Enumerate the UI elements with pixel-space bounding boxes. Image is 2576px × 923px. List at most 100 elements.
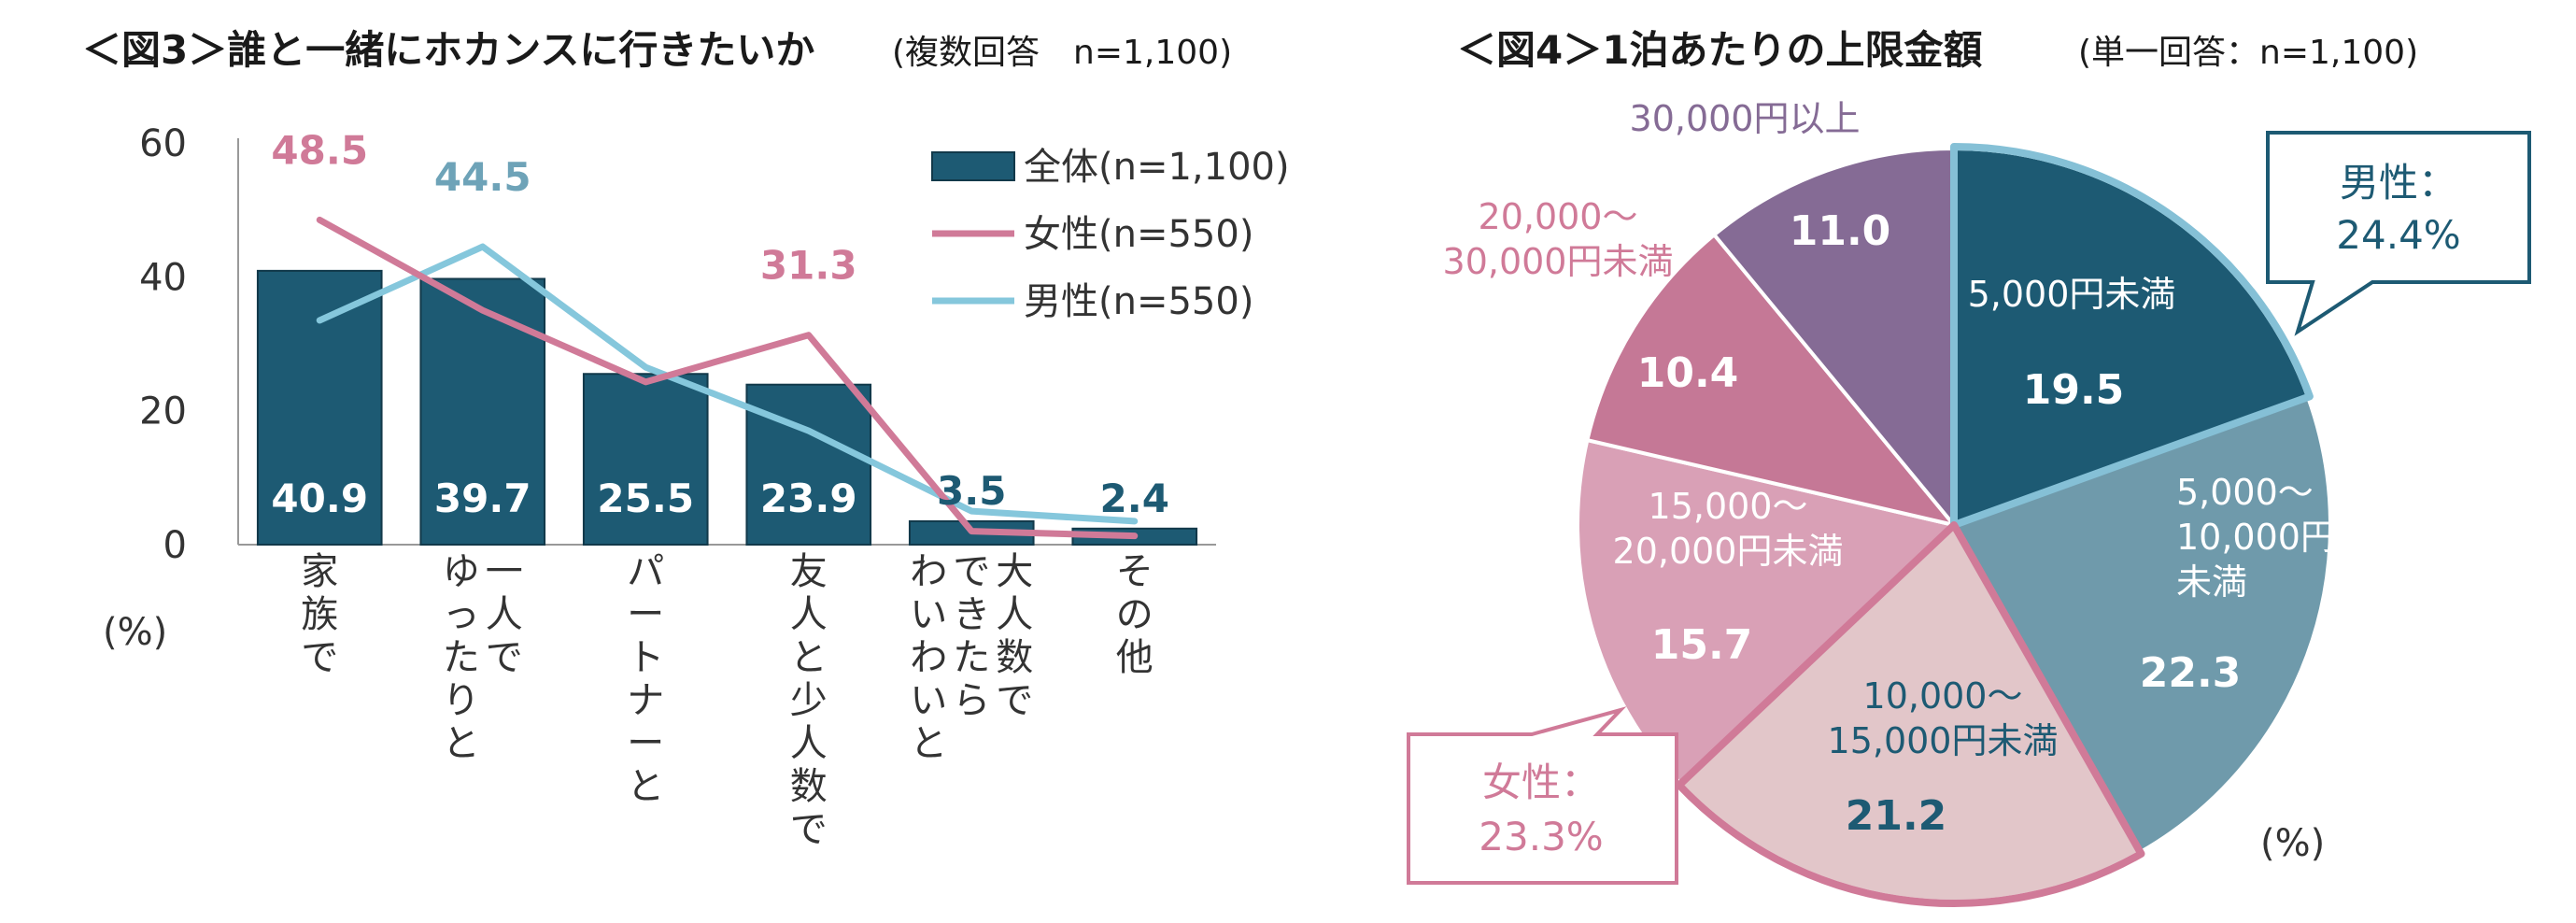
category-char: い: [910, 679, 947, 722]
callout-male-value: 24.4%: [2336, 212, 2460, 258]
category-char: で: [486, 636, 523, 679]
category-char: ー: [627, 722, 664, 765]
bar: [256, 269, 383, 546]
pie-value-label: 11.0: [1790, 207, 1891, 255]
category-char: そ: [1116, 550, 1154, 593]
category-char: と: [627, 765, 664, 808]
fig3-chart: 0 20 40 60 40.9 39.7 25.5 23.9 3.5 2.4 48.5 31.3 44.…: [139, 122, 1216, 851]
fig3-unit: (%): [103, 611, 167, 654]
category-char: 一: [486, 550, 523, 593]
legend-label: 全体(n=1,100): [1024, 146, 1290, 189]
pie-category-label: 10,000～15,000円未満: [1828, 675, 2059, 761]
pie-slice: [1584, 232, 1960, 529]
bar-value-label: 39.7: [434, 476, 531, 521]
fig3-title: ＜図3＞誰と一緒にホカンスに行きたいか: [82, 27, 814, 73]
category-char: り: [443, 679, 480, 722]
pie-category-label: 20,000～30,000円未満: [1443, 196, 1674, 282]
pie-category-line: 10,000～: [1863, 675, 2023, 717]
y-tick-label: 20: [139, 390, 187, 433]
category-char: ゆ: [443, 550, 480, 593]
bar: [582, 373, 709, 546]
category-char: ナ: [627, 679, 664, 722]
female-value-label: 31.3: [760, 243, 857, 289]
pie-category-label: 15,000～20,000円未満: [1613, 486, 1844, 572]
pie-category-line: 5,000～: [2176, 472, 2314, 513]
category-char: い: [910, 593, 947, 636]
category-char: 少: [790, 679, 828, 722]
category-char: で: [301, 636, 338, 679]
y-tick-label: 0: [163, 524, 187, 567]
callout-female-value: 23.3%: [1479, 814, 1603, 859]
category-char: 人: [486, 593, 523, 636]
female-slice-highlight: [1675, 521, 2145, 907]
category-char: 他: [1116, 636, 1154, 679]
pie-category-label: 30,000円以上: [1630, 98, 1861, 139]
legend-label: 女性(n=550): [1024, 213, 1253, 256]
category-char: 人: [790, 593, 828, 636]
callout-female-label: 女性：: [1482, 760, 1600, 805]
pie-category-line: 10,000円: [2176, 517, 2336, 558]
pie-value-label: 10.4: [1637, 349, 1739, 397]
category-label: その他: [1116, 550, 1154, 679]
male-value-label: 44.5: [434, 154, 531, 200]
legend-label: 男性(n=550): [1024, 280, 1253, 323]
bar-value-label: 25.5: [597, 476, 694, 521]
female-value-label: 48.5: [271, 127, 368, 173]
male-slice-highlight: [1950, 143, 2314, 529]
bar: [419, 277, 546, 546]
category-char: 家: [301, 550, 338, 593]
pie-value-label: 21.2: [1846, 792, 1947, 840]
category-char: の: [1116, 593, 1154, 636]
category-char: で: [790, 808, 828, 851]
pie-slice: [1951, 394, 2332, 855]
category-char: 数: [996, 636, 1033, 679]
category-char: と: [790, 636, 828, 679]
callout-male: 男性： 24.4%: [2266, 131, 2531, 336]
category-char: き: [953, 593, 990, 636]
bar-value-label: 40.9: [271, 476, 368, 521]
pie-category-line: 20,000円未満: [1613, 531, 1844, 572]
category-char: わ: [910, 550, 947, 593]
category-char: ー: [627, 593, 664, 636]
pie-value-label: 22.3: [2140, 649, 2242, 697]
pie-category-line: 15,000～: [1649, 486, 1808, 527]
y-tick-label: 60: [139, 122, 187, 165]
pie-category-line: 15,000円未満: [1828, 720, 2059, 761]
fig4-unit: (%): [2260, 822, 2325, 865]
pie-value-label: 19.5: [2023, 366, 2125, 414]
category-char: っ: [443, 593, 480, 636]
category-char: 人: [996, 593, 1033, 636]
pie-slice: [1711, 146, 1956, 531]
category-char: 数: [790, 765, 828, 808]
pie-category-line: 20,000～: [1479, 196, 1638, 237]
category-char: パ: [627, 550, 664, 593]
legend-swatch-bar: [931, 151, 1015, 181]
y-tick-label: 40: [139, 256, 187, 299]
category-char: ト: [627, 636, 664, 679]
category-char: で: [996, 679, 1033, 722]
category-label: 家族で: [301, 550, 338, 679]
category-char: と: [910, 722, 947, 765]
category-char: 友: [790, 550, 828, 593]
fig4-title: ＜図4＞1泊あたりの上限金額: [1457, 27, 1982, 73]
bar-value-label: 23.9: [760, 476, 857, 521]
category-char: た: [443, 636, 480, 679]
callout-male-box: [2266, 131, 2531, 336]
category-char: ら: [953, 679, 990, 722]
category-char: 人: [790, 722, 828, 765]
bar-value-label: 3.5: [937, 468, 1006, 514]
pie-category-label: 5,000円未満: [1968, 274, 2176, 315]
pie-category-line: 30,000円以上: [1630, 98, 1861, 139]
category-char: で: [953, 550, 990, 593]
bar-value-label: 2.4: [1100, 476, 1169, 521]
category-char: わ: [910, 636, 947, 679]
callout-male-label: 男性：: [2340, 160, 2457, 206]
female-line: [316, 216, 1139, 540]
fig3-note: (複数回答 n=1,100): [892, 34, 1232, 72]
callout-female: 女性： 23.3%: [1407, 706, 1678, 885]
